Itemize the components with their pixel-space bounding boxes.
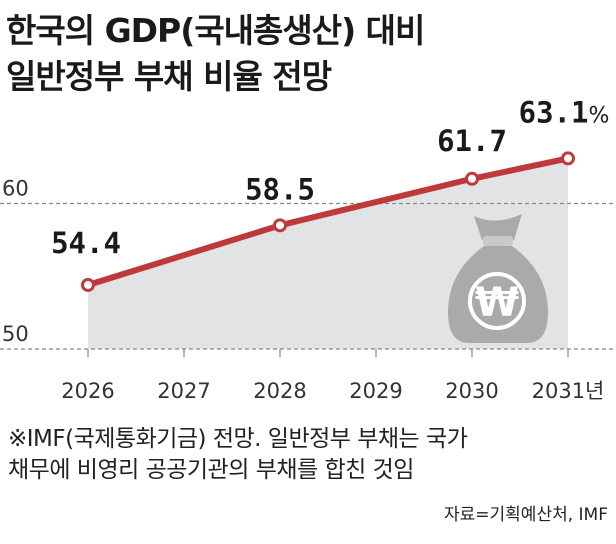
- bag-top: [474, 214, 522, 243]
- source-note: 자료=기획예산처, IMF: [444, 505, 608, 525]
- data-label: 61.7: [437, 124, 507, 158]
- x-tick-label: 2027: [157, 379, 210, 403]
- data-point: [465, 171, 479, 186]
- x-tick-label: 2031년: [532, 379, 605, 403]
- bag-tie: [483, 236, 513, 246]
- data-point: [81, 277, 95, 292]
- x-tick-label: 2030: [445, 379, 498, 403]
- y-tick-label: 50: [2, 322, 29, 346]
- data-point: [561, 151, 575, 166]
- won-symbol: ₩: [475, 280, 519, 326]
- footnote: ※IMF(국제통화기금) 전망. 일반정부 부채는 국가 채무에 비영리 공공기…: [8, 424, 468, 486]
- bag-coin: [468, 272, 526, 330]
- bag-body: [448, 246, 548, 343]
- data-label: 58.5: [245, 172, 315, 206]
- data-label: 63.1%: [519, 95, 610, 129]
- x-tick-label: 2029: [349, 379, 402, 403]
- debt-ratio-chart: 50 60 2026 2027 2028 2029 2030 2031년 ₩54.4 58.5 61…: [0, 95, 616, 403]
- data-point: [273, 218, 287, 233]
- data-label: 54.4: [51, 226, 121, 260]
- series-line: [85, 155, 571, 288]
- chart-title-line1: 한국의 GDP(국내총생산) 대비: [6, 11, 425, 50]
- footnote-line2: 채무에 비영리 공공기관의 부채를 합친 것임: [8, 457, 414, 483]
- chart-title-line2: 일반정부 부채 비율 전망: [6, 57, 332, 96]
- money-bag-won-icon: ₩: [448, 214, 548, 343]
- x-tick-label: 2026: [61, 379, 114, 403]
- x-tick-label: 2028: [253, 379, 306, 403]
- chart-title: 한국의 GDP(국내총생산) 대비 일반정부 부채 비율 전망: [6, 8, 425, 100]
- area-fill: [88, 158, 568, 349]
- y-tick-label: 60: [2, 177, 29, 201]
- footnote-line1: ※IMF(국제통화기금) 전망. 일반정부 부채는 국가: [8, 426, 468, 452]
